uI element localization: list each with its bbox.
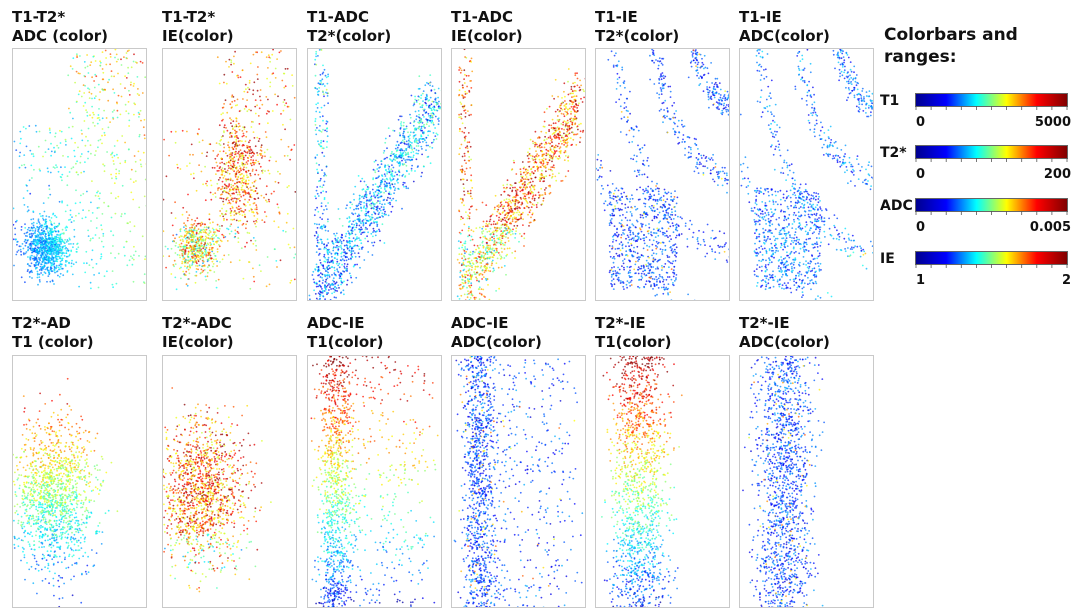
scatter-panel: T1-T2* ADC (color) (12, 8, 147, 301)
colorbar-max: 0.005 (1029, 220, 1071, 235)
colorbar-gradient (915, 251, 1068, 265)
colorbar-label: T2* (880, 145, 907, 161)
point-cloud (13, 377, 119, 607)
scatter-panel: T2*-AD T1 (color) (12, 314, 147, 608)
colorbar-ie: IE 1 2 (880, 251, 1075, 291)
panel-title: T2*-IE ADC(color) (739, 314, 830, 351)
scatter-points (163, 49, 296, 291)
scatter-points (740, 49, 873, 300)
scatter-points (456, 49, 585, 300)
point-cloud (163, 387, 272, 593)
panel-title: T1-IE T2*(color) (595, 8, 680, 45)
colorbar-max: 200 (1043, 167, 1071, 182)
scatter-points (308, 49, 441, 300)
scatter-points (601, 356, 683, 607)
scatter-points (310, 356, 439, 607)
point-cloud (163, 49, 296, 291)
colorbar-max: 5000 (1034, 115, 1071, 130)
colorbar-t1: T1 0 5000 (880, 93, 1075, 133)
scatter-points (453, 356, 584, 607)
scatter-plot (12, 355, 147, 608)
panel-title: T1-T2* ADC (color) (12, 8, 109, 45)
scatter-points (13, 377, 119, 607)
colorbar-t2star: T2* 0 200 (880, 145, 1075, 185)
point-cloud (453, 356, 584, 607)
colorbar-ticks (915, 106, 1068, 110)
scatter-points (163, 387, 272, 593)
panel-title: T2*-AD T1 (color) (12, 314, 94, 351)
colorbar-ticks (915, 264, 1068, 268)
scatter-plot (12, 48, 147, 301)
panel-title: T1-IE ADC(color) (739, 8, 830, 45)
colorbar-min: 0 (916, 115, 926, 130)
colorbar-gradient (915, 93, 1068, 107)
scatter-points (742, 356, 825, 607)
colorbar-ticks (915, 211, 1068, 215)
panel-title: ADC-IE ADC(color) (451, 314, 542, 351)
scatter-plot (451, 355, 586, 608)
point-cloud (310, 356, 439, 607)
colorbar-label: IE (880, 251, 895, 267)
scatter-panel: ADC-IE T1(color) (307, 314, 442, 608)
scatter-panel: ADC-IE ADC(color) (451, 314, 586, 608)
panel-title: T1-ADC IE(color) (451, 8, 523, 45)
scatter-panel: T1-IE T2*(color) (595, 8, 730, 301)
scatter-plot (595, 48, 730, 301)
scatter-plot (162, 48, 297, 301)
point-cloud (13, 49, 146, 290)
colorbar-min: 0 (916, 167, 926, 182)
colorbar-gradient (915, 198, 1068, 212)
point-cloud (740, 49, 873, 300)
panel-title: T1-ADC T2*(color) (307, 8, 392, 45)
scatter-plot (739, 355, 874, 608)
scatter-plot (307, 48, 442, 301)
panel-title: T2*-ADC IE(color) (162, 314, 234, 351)
colorbar-label: T1 (880, 93, 900, 109)
scatter-points (13, 49, 146, 290)
point-cloud (601, 356, 683, 607)
colorbar-adc: ADC 0 0.005 (880, 198, 1075, 238)
colorbar-max: 2 (1061, 273, 1071, 288)
point-cloud (456, 49, 585, 300)
scatter-points (596, 49, 729, 300)
panel-title: T2*-IE T1(color) (595, 314, 672, 351)
colorbar-min: 0 (916, 220, 926, 235)
scatter-plot (739, 48, 874, 301)
colorbar-ticks (915, 158, 1068, 162)
scatter-panel: T2*-IE T1(color) (595, 314, 730, 608)
scatter-panel: T1-ADC T2*(color) (307, 8, 442, 301)
point-cloud (308, 49, 441, 300)
colorbar-label: ADC (880, 198, 913, 214)
scatter-plot (595, 355, 730, 608)
scatter-panel: T1-T2* IE(color) (162, 8, 297, 301)
scatter-panel: T1-IE ADC(color) (739, 8, 874, 301)
panel-title: ADC-IE T1(color) (307, 314, 384, 351)
point-cloud (742, 356, 825, 607)
panel-title: T1-T2* IE(color) (162, 8, 234, 45)
colorbar-gradient (915, 145, 1068, 159)
scatter-plot (451, 48, 586, 301)
scatter-plot (162, 355, 297, 608)
colorbar-legend-title: Colorbars and ranges: (884, 25, 1018, 67)
point-cloud (596, 49, 729, 300)
scatter-panel: T2*-ADC IE(color) (162, 314, 297, 608)
scatter-plot (307, 355, 442, 608)
scatter-panel: T1-ADC IE(color) (451, 8, 586, 301)
scatter-panel: T2*-IE ADC(color) (739, 314, 874, 608)
colorbar-min: 1 (916, 273, 926, 288)
